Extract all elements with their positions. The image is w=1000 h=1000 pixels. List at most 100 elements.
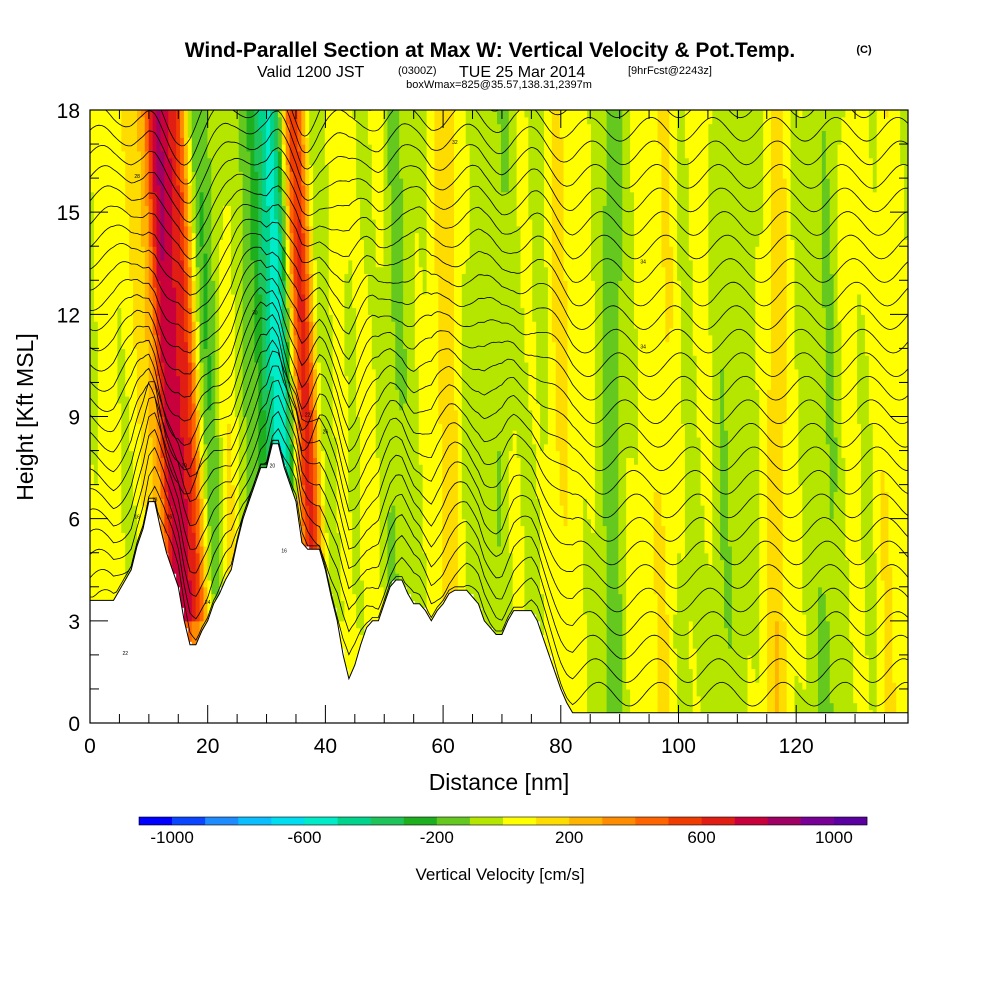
field-cell <box>133 375 138 384</box>
field-cell <box>285 273 291 281</box>
field-cell <box>344 450 349 458</box>
field-cell <box>187 505 193 513</box>
field-cell <box>320 287 326 295</box>
field-cell <box>148 464 154 472</box>
field-cell <box>301 362 306 370</box>
field-cell <box>191 157 197 166</box>
field-cell <box>172 368 177 377</box>
field-cell <box>309 266 314 275</box>
field-cell <box>93 382 99 390</box>
field-cell <box>301 498 306 506</box>
field-cell <box>156 130 162 138</box>
field-cell <box>301 321 306 329</box>
field-cell <box>199 450 205 458</box>
field-cell <box>320 511 326 520</box>
field-cell <box>125 559 130 567</box>
field-cell <box>320 355 326 363</box>
field-cell <box>277 402 283 411</box>
field-cell <box>168 552 173 561</box>
field-cell <box>289 157 295 166</box>
field-cell <box>371 457 377 465</box>
field-cell <box>176 552 181 561</box>
field-cell <box>140 123 146 132</box>
field-cell <box>211 198 216 206</box>
field-cell <box>324 525 330 533</box>
field-cell <box>344 545 349 554</box>
field-cell <box>242 239 248 247</box>
field-cell <box>234 184 240 193</box>
field-cell <box>156 273 162 281</box>
field-cell <box>211 464 216 472</box>
field-cell <box>176 430 181 438</box>
field-cell <box>242 178 248 186</box>
field-cell <box>211 423 216 431</box>
field-cell <box>223 218 228 227</box>
field-cell <box>101 518 107 527</box>
field-cell <box>305 368 310 377</box>
field-cell <box>234 484 240 493</box>
field-cell <box>328 382 334 390</box>
field-cell <box>203 307 209 315</box>
field-cell <box>242 423 248 431</box>
field-cell <box>363 300 369 309</box>
field-cell <box>371 389 377 397</box>
field-cell <box>223 470 228 479</box>
field-cell <box>336 157 342 166</box>
field-cell <box>375 232 381 241</box>
field-cell <box>289 293 295 302</box>
field-cell <box>324 116 330 125</box>
field-cell <box>191 627 197 636</box>
field-cell <box>375 253 381 261</box>
field-cell <box>125 518 130 527</box>
field-cell <box>207 436 212 445</box>
field-cell <box>340 525 345 533</box>
field-cell <box>156 402 162 411</box>
field-cell <box>332 191 338 200</box>
field-cell <box>90 348 95 356</box>
field-cell <box>113 157 118 166</box>
field-cell <box>273 355 279 363</box>
field-cell <box>125 116 130 125</box>
field-cell <box>223 178 228 186</box>
field-cell <box>348 130 353 138</box>
field-cell <box>234 130 240 138</box>
field-cell <box>297 239 302 247</box>
field-cell <box>367 416 373 424</box>
field-cell <box>254 150 259 159</box>
field-cell <box>320 409 326 418</box>
field-cell <box>187 348 193 356</box>
field-cell <box>148 484 154 493</box>
field-cell <box>156 110 162 118</box>
field-cell <box>207 382 212 390</box>
field-cell <box>172 157 177 166</box>
field-cell <box>133 116 138 125</box>
field-cell <box>242 144 248 152</box>
field-cell <box>140 171 146 179</box>
field-cell <box>367 573 373 581</box>
field-cell <box>348 232 353 241</box>
field-cell <box>328 491 334 499</box>
field-cell <box>320 518 326 527</box>
field-cell <box>172 205 177 213</box>
field-cell <box>363 273 369 281</box>
field-cell <box>183 266 189 275</box>
field-cell <box>238 137 244 145</box>
field-cell <box>258 273 263 281</box>
field-cell <box>356 641 361 649</box>
field-cell <box>230 171 236 179</box>
field-cell <box>93 259 99 268</box>
field-cell <box>328 477 334 486</box>
field-cell <box>176 239 181 247</box>
field-cell <box>90 355 95 363</box>
field-cell <box>117 539 122 547</box>
field-cell <box>199 368 205 377</box>
field-cell <box>101 593 107 601</box>
field-cell <box>105 280 111 288</box>
field-cell <box>117 327 122 336</box>
field-cell <box>289 212 295 220</box>
field-cell <box>203 314 209 322</box>
field-cell <box>336 579 342 588</box>
field-cell <box>324 293 330 302</box>
field-cell <box>195 171 201 179</box>
field-cell <box>148 171 154 179</box>
